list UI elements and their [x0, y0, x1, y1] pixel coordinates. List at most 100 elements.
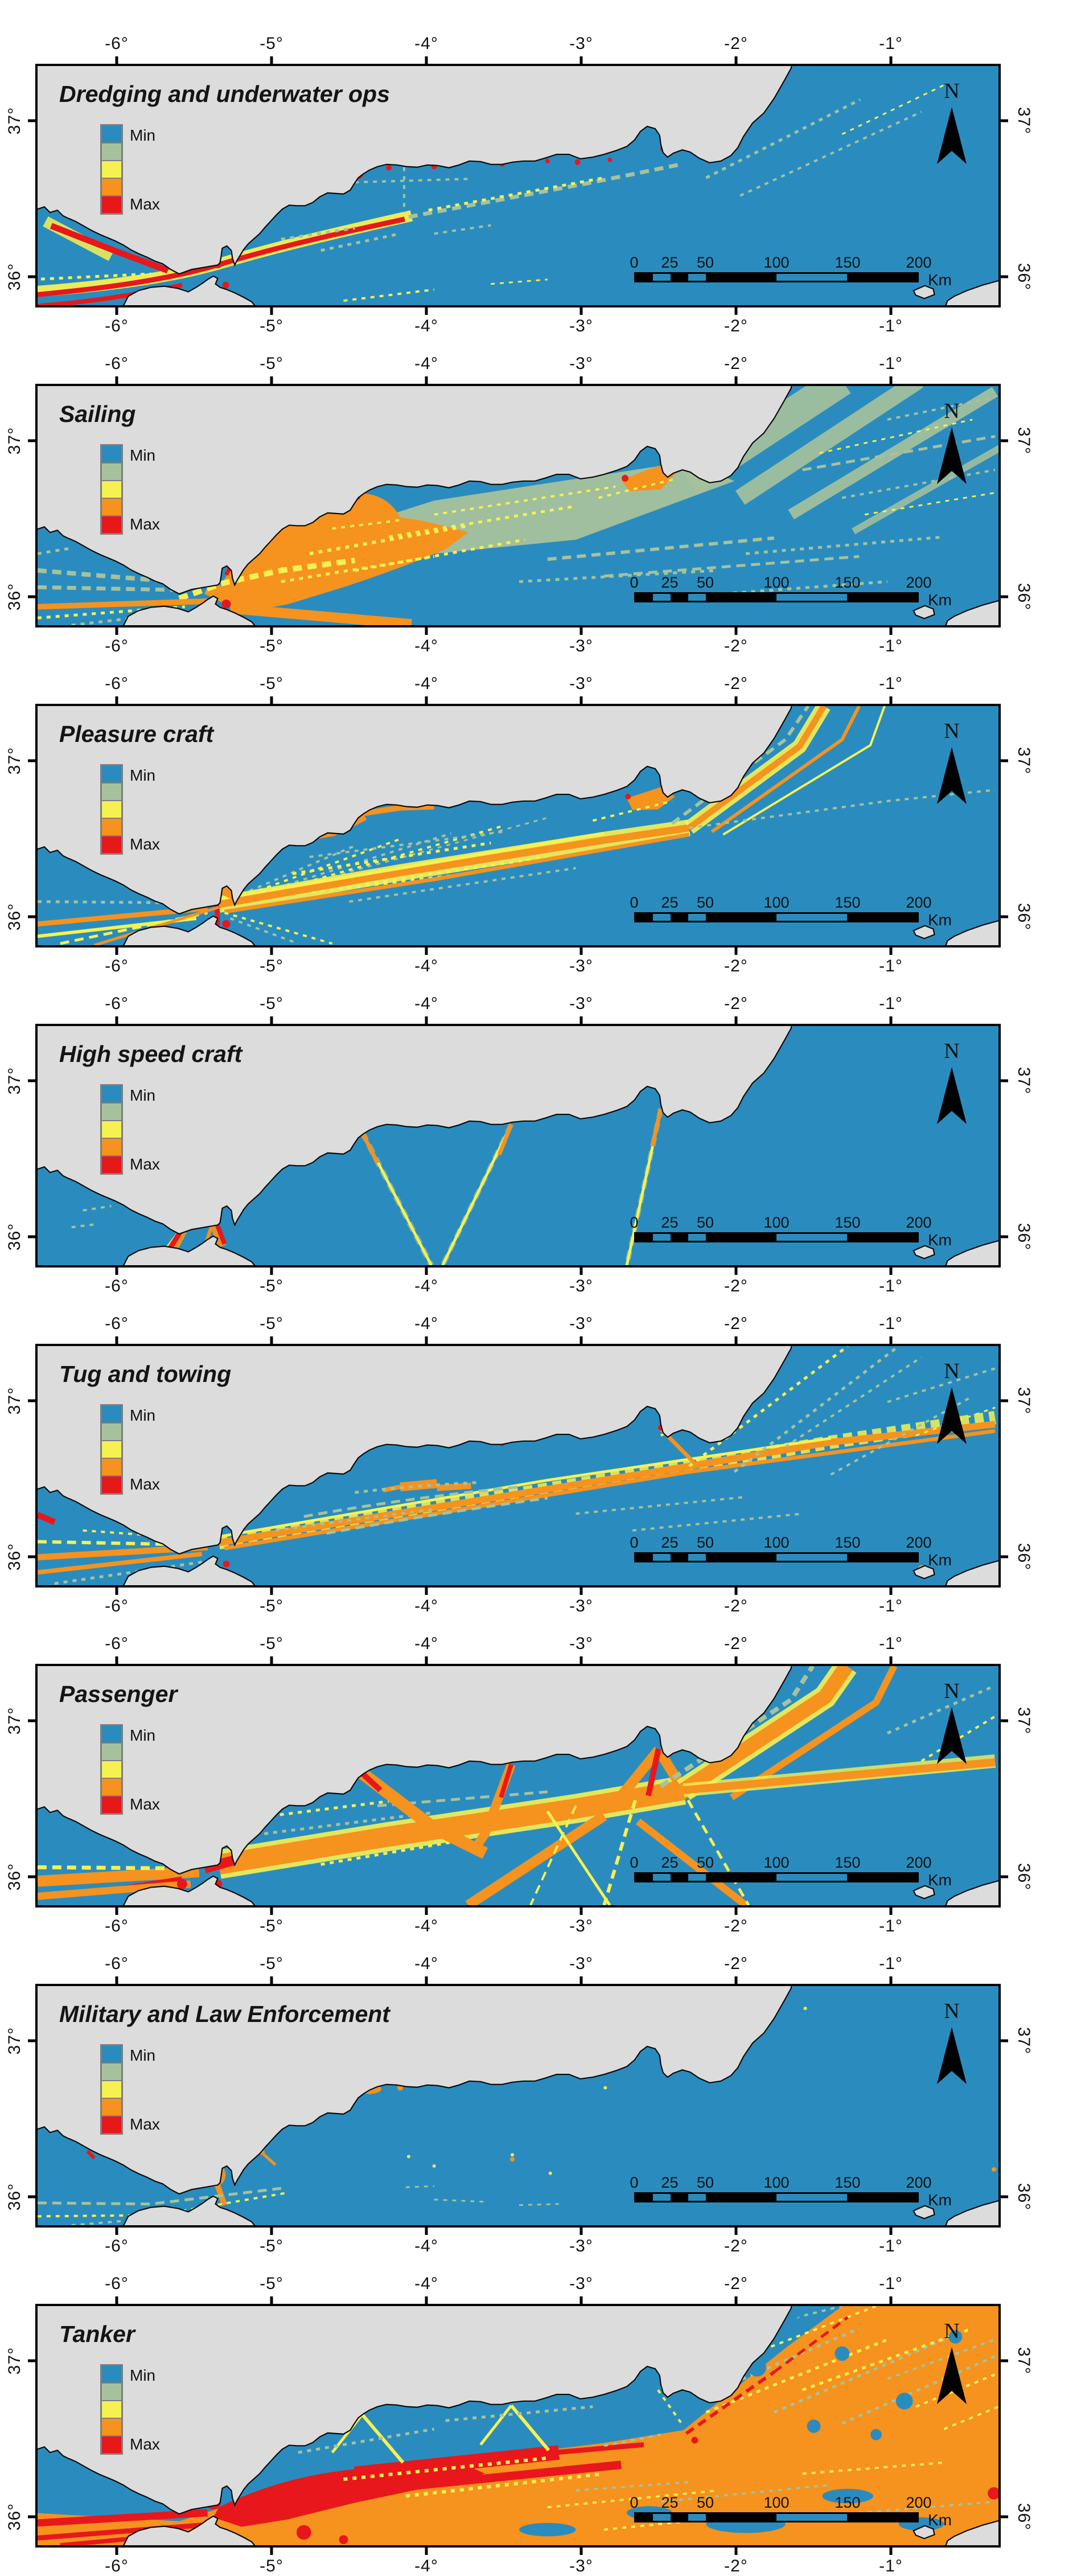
scale-segment	[776, 594, 847, 601]
scale-segment	[776, 1874, 847, 1881]
axis-tick	[28, 595, 35, 598]
longitude-axis-bottom: -6° -5° -4° -3° -2° -1°	[35, 307, 1001, 335]
legend-swatch	[102, 179, 121, 195]
north-arrow-icon	[937, 427, 967, 484]
legend-max-label: Max	[130, 1795, 160, 1813]
legend-max-label: Max	[130, 515, 160, 533]
legend-min-label: Min	[130, 1086, 156, 1104]
scale-bar-graphic	[634, 1872, 919, 1882]
axis-tick	[425, 627, 428, 635]
map-svg	[38, 386, 998, 625]
lon-label: -6°	[105, 637, 129, 655]
map-canvas-sailing: Sailing Min Max N 0 25 50 100 150 200 Km	[35, 384, 1001, 627]
lon-label: -3°	[569, 2237, 593, 2255]
axis-tick	[425, 696, 428, 704]
lon-label: -5°	[260, 994, 283, 1013]
lat-label: 36°	[1014, 1223, 1033, 1251]
latitude-axis-left: 37° 36°	[0, 1664, 35, 1908]
legend-swatch-min	[102, 1726, 121, 1742]
scale-segment	[688, 2514, 706, 2521]
axis-tick	[115, 1016, 118, 1024]
lat-label: 37°	[1014, 746, 1033, 775]
north-arrow: N	[931, 1679, 972, 1766]
panel-title: Pleasure craft	[59, 721, 214, 747]
legend-min-label: Min	[130, 1726, 156, 1744]
axis-tick	[1001, 2039, 1008, 2042]
lon-label: -4°	[414, 1314, 438, 1333]
lon-label: -2°	[724, 317, 748, 335]
scale-tick: 25	[661, 574, 679, 591]
north-arrow: N	[931, 1999, 972, 2086]
lat-label: 37°	[5, 426, 24, 455]
lon-label: -4°	[414, 994, 438, 1013]
lon-label: -4°	[414, 354, 438, 373]
legend: Min Max	[100, 124, 160, 215]
lon-label: -1°	[879, 1597, 903, 1615]
lon-label: -2°	[724, 1954, 748, 1973]
axis-tick	[425, 2548, 428, 2555]
scale-tick: 25	[661, 2494, 679, 2511]
north-arrow-icon	[937, 1707, 967, 1764]
lon-label: -3°	[569, 674, 593, 693]
scale-unit: Km	[928, 271, 952, 289]
axis-tick	[734, 307, 738, 315]
lat-label: 36°	[5, 2183, 24, 2211]
longitude-axis-top: -6° -5° -4° -3° -2° -1°	[35, 960, 1001, 1024]
north-arrow-icon	[937, 747, 967, 804]
legend: Min Max	[100, 1404, 160, 1495]
axis-tick	[270, 56, 273, 64]
lon-label: -6°	[105, 1277, 129, 1295]
axis-tick	[579, 1268, 583, 1275]
map-svg	[38, 1346, 998, 1585]
lon-label: -2°	[724, 674, 748, 693]
scale-segment	[776, 1554, 847, 1561]
scale-tick: 200	[906, 894, 932, 911]
scale-segment	[776, 2194, 847, 2201]
latitude-axis-right: 37° 36°	[1001, 1344, 1081, 1588]
axis-tick	[28, 2039, 35, 2042]
longitude-axis-bottom: -6° -5° -4° -3° -2° -1°	[35, 2548, 1001, 2575]
axis-tick	[1001, 119, 1008, 122]
axis-tick	[579, 1016, 583, 1024]
lon-label: -1°	[879, 317, 903, 335]
axis-tick	[889, 1268, 893, 1275]
lon-label: -1°	[879, 34, 903, 53]
axis-tick	[734, 696, 738, 704]
north-arrow: N	[931, 79, 972, 166]
scale-tick: 50	[696, 1534, 714, 1551]
axis-tick	[270, 1588, 273, 1595]
lon-label: -5°	[260, 637, 283, 655]
legend-max-label: Max	[130, 2435, 160, 2453]
lon-label: -2°	[724, 1634, 748, 1653]
lon-label: -3°	[569, 1314, 593, 1333]
axis-tick	[889, 2228, 893, 2235]
lat-label: 37°	[1014, 1707, 1033, 1735]
legend-swatch-min	[102, 766, 121, 782]
axis-tick	[270, 307, 273, 315]
axis-tick	[425, 1588, 428, 1595]
lon-label: -1°	[879, 1917, 903, 1935]
north-label: N	[944, 1679, 960, 1703]
lat-label: 37°	[5, 106, 24, 135]
lat-label: 37°	[5, 1707, 24, 1735]
axis-tick	[1001, 2195, 1008, 2198]
latitude-axis-left: 37° 36°	[0, 2304, 35, 2548]
map-panel-passenger: -6° -5° -4° -3° -2° -1° 37° 36°	[0, 1600, 1081, 1935]
scale-bar-labels: 0 25 50 100 150 200	[630, 1854, 931, 1872]
lon-label: -4°	[414, 1597, 438, 1615]
north-arrow: N	[931, 1359, 972, 1446]
scale-bar: 0 25 50 100 150 200 Km	[630, 894, 952, 929]
legend-color-ramp	[100, 124, 123, 215]
longitude-axis-top: -6° -5° -4° -3° -2° -1°	[35, 640, 1001, 704]
lon-label: -2°	[724, 2557, 748, 2575]
lon-label: -5°	[260, 1277, 283, 1295]
axis-tick	[115, 1908, 118, 1915]
scale-segment	[776, 2514, 847, 2521]
lon-label: -3°	[569, 354, 593, 373]
lon-label: -5°	[260, 354, 283, 373]
axis-tick	[889, 947, 893, 955]
axis-tick	[270, 1976, 273, 1984]
lon-label: -1°	[879, 957, 903, 975]
legend-swatch	[102, 819, 121, 835]
lon-label: -6°	[105, 2237, 129, 2255]
